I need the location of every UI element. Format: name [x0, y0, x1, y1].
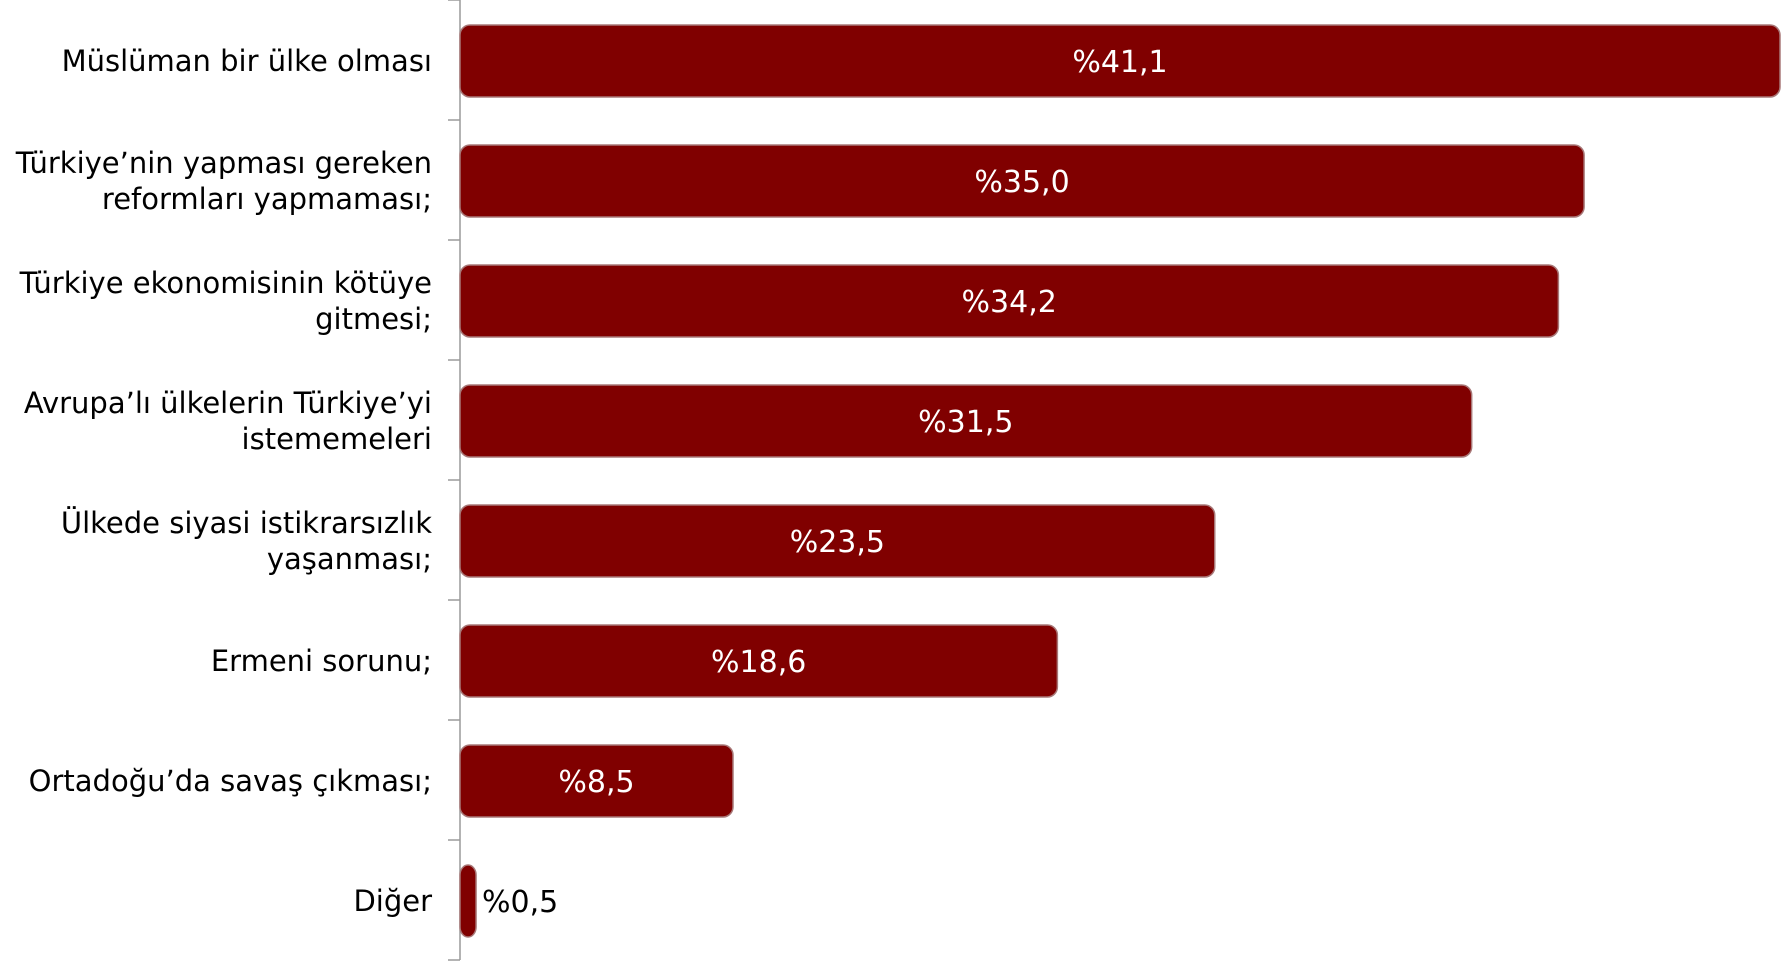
data-label: %34,2	[962, 285, 1057, 320]
bar	[459, 864, 477, 938]
category-label: yaşanması;	[267, 542, 432, 576]
bar	[459, 264, 1560, 338]
data-label: %35,0	[974, 165, 1069, 200]
data-label: %41,1	[1072, 45, 1167, 80]
data-label: %18,6	[711, 645, 806, 680]
category-label: Türkiye’nin yapması gereken	[15, 146, 432, 180]
bar	[459, 384, 1473, 458]
category-label: gitmesi;	[315, 302, 432, 336]
data-label: %8,5	[558, 765, 634, 800]
bar	[459, 24, 1781, 98]
data-label: %23,5	[790, 525, 885, 560]
bar	[459, 144, 1585, 218]
category-label: Ülkede siyasi istikrarsızlık	[61, 506, 432, 540]
bar	[459, 744, 734, 818]
bar	[459, 504, 1216, 578]
bar	[459, 624, 1059, 698]
data-label: %0,5	[482, 885, 558, 920]
data-label: %31,5	[918, 405, 1013, 440]
category-label: reformları yapmaması;	[102, 182, 432, 216]
category-label: Türkiye ekonomisinin kötüye	[19, 266, 432, 300]
category-label: istememeleri	[242, 422, 432, 456]
category-label: Müslüman bir ülke olması	[62, 44, 432, 78]
category-label: Diğer	[353, 884, 432, 918]
category-label: Ortadoğu’da savaş çıkması;	[29, 764, 432, 798]
category-label: Avrupa’lı ülkelerin Türkiye’yi	[24, 386, 432, 420]
category-label: Ermeni sorunu;	[211, 644, 432, 678]
